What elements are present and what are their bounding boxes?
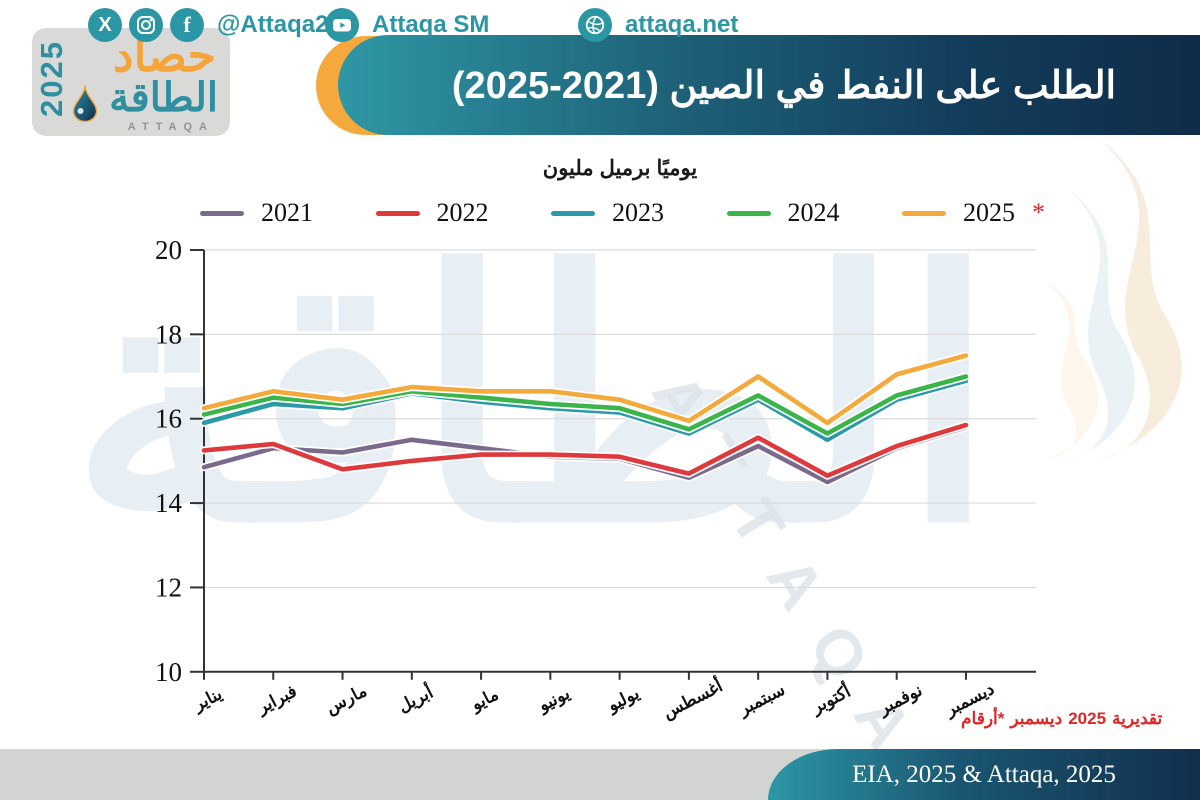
x-twitter-icon[interactable]: X: [88, 8, 122, 42]
legend-item-2021: 2021: [200, 198, 313, 228]
chart-svg: 10 12 14 16 18 20 يناير فبراير مارس أبريل مايو يوني…: [155, 240, 1036, 723]
logo-year: 2025: [34, 40, 69, 117]
legend-swatch: [902, 210, 946, 216]
oil-drop-icon: [72, 84, 98, 122]
legend-item-2024: 2024: [726, 198, 840, 228]
logo-word-bottom: الطاقة: [109, 76, 218, 120]
xtick-label-11: نوفمبر: [874, 680, 926, 720]
youtube-link: Attaqa SM: [325, 8, 489, 42]
legend-asterisk: *: [1032, 198, 1045, 227]
legend-swatch: [726, 210, 771, 216]
legend-label: 2021: [261, 198, 313, 227]
globe-icon[interactable]: [578, 8, 612, 42]
ytick-label: 12: [155, 572, 182, 602]
legend-label: 2024: [787, 198, 840, 227]
label-word: برميل: [599, 157, 651, 180]
xtick-label-10: أكتوبر: [806, 679, 855, 719]
facebook-icon[interactable]: f: [170, 8, 204, 42]
xtick-label-7: يوليو: [603, 683, 643, 717]
label-word: 2025: [1068, 709, 1107, 728]
xtick-label-9: سبتمبر: [734, 680, 788, 721]
legend-item-2023: 2023: [551, 198, 664, 228]
legend-swatch: [200, 210, 244, 216]
logo-word-top: حصاد: [113, 29, 216, 81]
footnote: *أرقام ديسمبر 2025 تقديرية: [958, 709, 1165, 729]
flame-watermark: [1045, 140, 1182, 460]
ytick-label: 20: [155, 240, 182, 265]
series-line-2025: [201, 353, 969, 426]
xtick-label-6: يونيو: [534, 683, 574, 716]
label-word: *أرقام: [961, 709, 1005, 728]
instagram-icon[interactable]: [129, 8, 163, 42]
legend-swatch: [551, 210, 595, 216]
ytick-label: 16: [155, 404, 182, 434]
label-word: تقديرية: [1112, 709, 1163, 728]
legend-label: 2023: [612, 198, 664, 227]
title-banner: الطلب على النفط في الصين (2025-2021): [338, 35, 1200, 135]
ytick-label: 10: [155, 657, 182, 687]
ytick-label: 18: [155, 319, 182, 349]
xtick-label-1: يناير: [189, 684, 226, 716]
series-line-2024: [201, 374, 969, 436]
chart-unit-label: مليون برميل يوميًا: [460, 156, 780, 181]
legend-label: 2025: [963, 198, 1015, 227]
xtick-label-2: فبراير: [252, 681, 300, 719]
legend-item-2022: 2022: [375, 198, 489, 228]
source-panel: EIA, 2025 & Attaqa, 2025: [768, 749, 1200, 800]
website-link: attaqa.net: [578, 8, 738, 42]
social-handle[interactable]: @Attaqa2: [217, 11, 329, 38]
series-line-2023: [201, 378, 969, 443]
label-word: مليون: [542, 157, 594, 180]
label-word: يوميًا: [656, 157, 698, 180]
attaqa-logo: 2025 حصاد الطاقة ATTAQA: [32, 28, 230, 136]
logo-latin-caption: ATTAQA: [127, 121, 214, 133]
label-word: ديسمبر: [1010, 709, 1063, 728]
website-url[interactable]: attaqa.net: [625, 11, 739, 38]
legend-swatch: [375, 210, 420, 216]
youtube-handle[interactable]: Attaqa SM: [372, 11, 490, 38]
page-title: الطلب على النفط في الصين (2025-2021): [451, 64, 1117, 107]
xtick-label-5: مايو: [466, 685, 502, 716]
xtick-label-3: مارس: [323, 681, 371, 718]
legend-item-2025: 2025 *: [902, 198, 1045, 228]
series-line-2022: [201, 422, 969, 478]
source-text: EIA, 2025 & Attaqa, 2025: [852, 760, 1116, 788]
social-links: X f @Attaqa2: [88, 8, 328, 42]
ytick-label: 14: [155, 488, 183, 518]
xtick-label-8: أغسطس: [658, 673, 726, 723]
xtick-label-4: أبريل: [394, 680, 437, 717]
youtube-icon[interactable]: [325, 8, 359, 42]
legend-label: 2022: [436, 198, 489, 227]
legend: 2021 2022 2023 2024 2025 *: [200, 198, 1045, 228]
